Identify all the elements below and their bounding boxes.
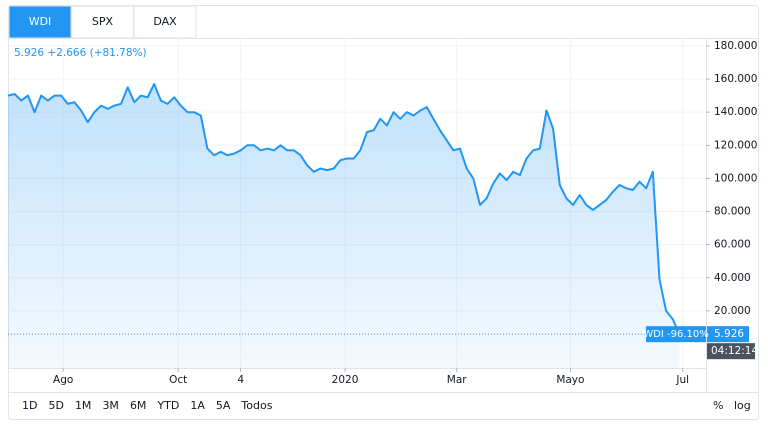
range-button[interactable]: Todos xyxy=(240,399,272,412)
range-button[interactable]: 5A xyxy=(216,399,231,412)
y-tick-label: 60.000 xyxy=(714,239,751,251)
y-tick-label: 180.000 xyxy=(714,40,757,52)
range-button[interactable]: 1D xyxy=(22,399,37,412)
plot: 20.000 40.000 60.000 80.000 100.000 120.000 14… xyxy=(7,38,758,392)
range-button[interactable]: 1A xyxy=(190,399,205,412)
series-change: -96.10% xyxy=(667,329,709,340)
tab[interactable] xyxy=(71,5,134,39)
y-tick-label: 20.000 xyxy=(714,305,751,317)
scale-button[interactable]: % xyxy=(713,399,723,412)
last-price-label: 5.926 xyxy=(714,328,744,340)
y-tick-label: 40.000 xyxy=(714,272,751,284)
last-price-tag xyxy=(707,326,749,343)
y-tick-label: 160.000 xyxy=(714,73,757,85)
time-tag xyxy=(707,343,755,360)
range-button[interactable]: 5D xyxy=(48,399,63,412)
x-tick-label: Mar xyxy=(447,374,467,386)
series-name: WDI xyxy=(643,329,664,340)
range-button[interactable]: 3M xyxy=(102,399,119,412)
range-button[interactable]: 6M xyxy=(130,399,147,412)
tab-bar: WDI SPX DAX xyxy=(8,5,197,39)
toolbar: 1D 5D 1M 3M 6M YTD 1A 5A Todos% log xyxy=(22,399,751,412)
range-button[interactable]: 1M xyxy=(75,399,92,412)
y-tick-label: 80.000 xyxy=(714,206,751,218)
tab[interactable] xyxy=(8,5,72,39)
series-tag-label: WDI -96.10% xyxy=(643,329,708,340)
x-tick-label: Oct xyxy=(169,374,187,386)
scale-button[interactable]: log xyxy=(734,399,751,412)
x-tick-label: 4 xyxy=(237,374,244,386)
x-tick-label: Jul xyxy=(675,374,689,386)
range-button[interactable]: YTD xyxy=(156,399,179,412)
tab-label: DAX xyxy=(153,15,177,28)
x-tick-label: Mayo xyxy=(556,374,584,386)
price-line xyxy=(7,83,681,335)
x-tick-label: 2020 xyxy=(332,374,359,386)
series-tag xyxy=(646,326,706,343)
x-tick-label: Ago xyxy=(53,374,73,386)
tab[interactable] xyxy=(133,5,197,39)
legend-text: 5.926 +2.666 (+81.78%) xyxy=(14,47,147,59)
tab-label: SPX xyxy=(92,15,114,28)
y-tick-label: 100.000 xyxy=(714,172,757,184)
tab-label: WDI xyxy=(29,15,52,28)
area-fill xyxy=(8,84,680,368)
y-tick-label: 140.000 xyxy=(714,106,757,118)
y-tick-label: 120.000 xyxy=(714,139,757,151)
time-label: 04:12:14 xyxy=(711,345,758,357)
